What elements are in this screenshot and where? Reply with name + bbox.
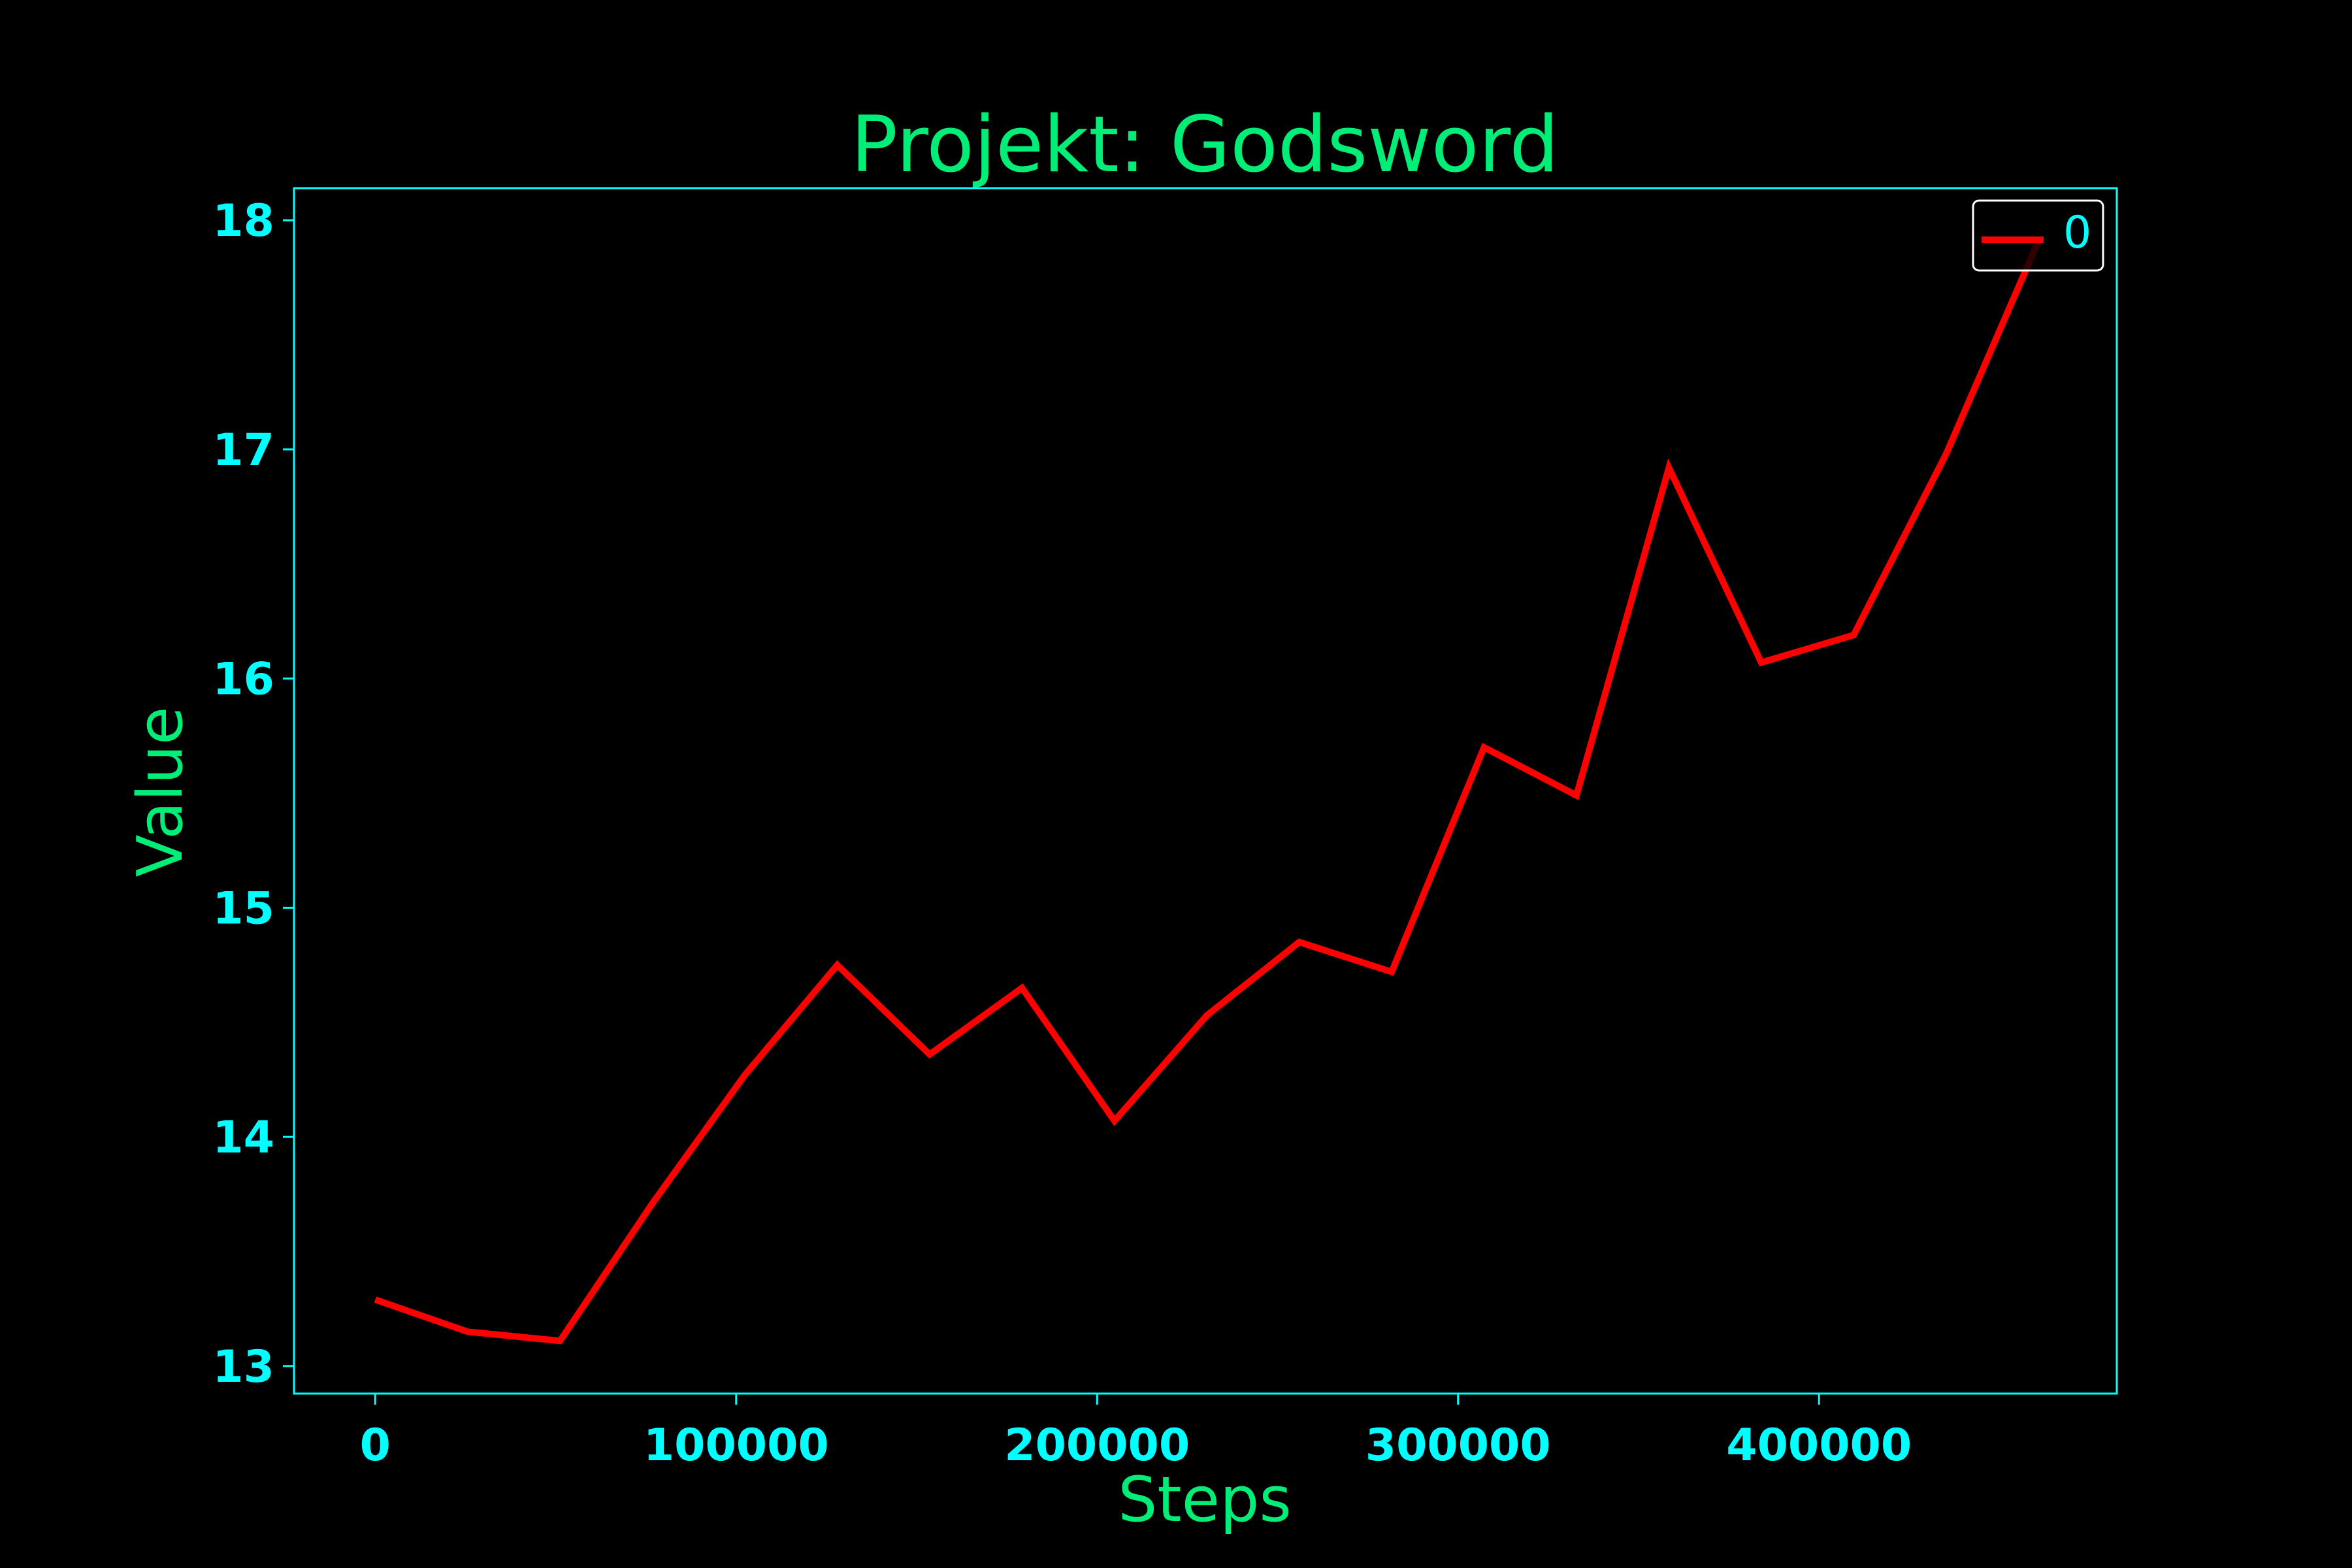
y-tick-label: 15	[212, 883, 274, 934]
y-tick-label: 14	[212, 1112, 274, 1164]
legend: 0	[1972, 199, 2104, 272]
x-axis: 0 100000 200000 300000 400000	[360, 1394, 1912, 1471]
legend-label: 0	[2063, 207, 2091, 259]
y-axis: 13 14 15 16 17 18	[212, 195, 294, 1393]
x-tick-label: 300000	[1365, 1420, 1551, 1471]
x-tick-label: 400000	[1726, 1420, 1912, 1471]
y-axis-label: Value	[125, 707, 197, 877]
x-axis-label: Steps	[1118, 1464, 1292, 1536]
y-tick-label: 13	[212, 1341, 274, 1393]
chart-title: Projekt: Godsword	[851, 100, 1559, 190]
x-tick-label: 0	[360, 1420, 391, 1471]
y-tick-label: 17	[212, 425, 274, 476]
y-tick-label: 16	[212, 654, 274, 706]
plot-area-frame	[293, 187, 2118, 1395]
y-tick-label: 18	[212, 195, 274, 247]
series-line	[374, 239, 2042, 1345]
legend-box	[1972, 199, 2104, 272]
series-layer	[374, 239, 2042, 1345]
x-tick-label: 100000	[644, 1420, 829, 1471]
x-tick-label: 200000	[1004, 1420, 1190, 1471]
